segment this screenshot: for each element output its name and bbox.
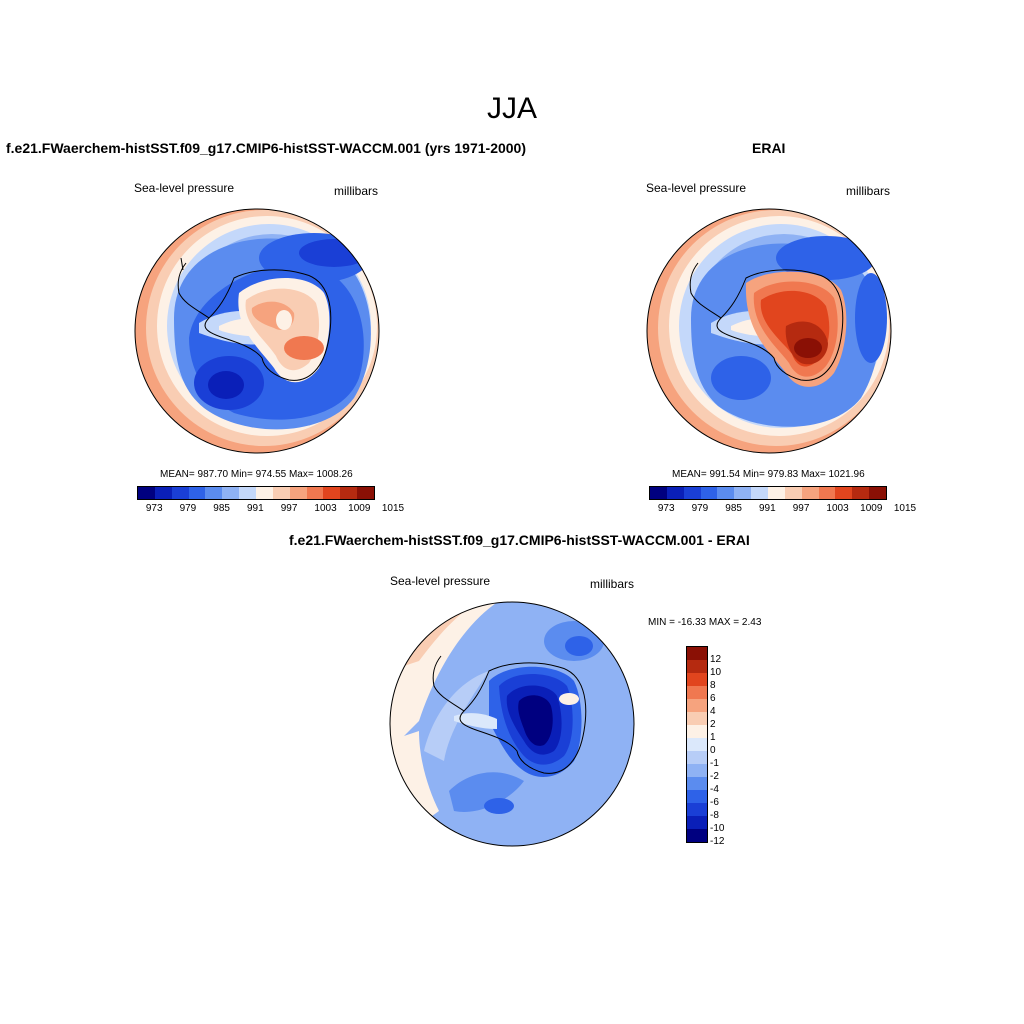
obs-colorbar-swatch: [801, 487, 819, 499]
diff-stats: MIN = -16.33 MAX = 2.43: [648, 617, 762, 628]
model-colorbar-swatch: [171, 487, 189, 499]
obs-polar-map: [646, 208, 892, 454]
diff-colorbar-swatch: [687, 751, 707, 764]
diff-units-label: millibars: [590, 577, 635, 591]
model-colorbar-swatch: [256, 487, 273, 499]
obs-colorbar-tick-label: 973: [657, 503, 675, 514]
obs-colorbar-labels: 973 979 985 991 997 1003 1009 1015: [649, 503, 916, 517]
diff-colorbar-tick-label: -8: [710, 809, 719, 821]
diff-colorbar-swatch: [687, 673, 707, 686]
obs-colorbar-swatch: [852, 487, 870, 499]
obs-colorbar-swatch: [666, 487, 684, 499]
model-colorbar-tick-label: 991: [247, 503, 264, 514]
obs-colorbar-swatch: [734, 487, 752, 499]
diff-colorbar-swatch: [687, 686, 707, 699]
obs-colorbar: [649, 486, 887, 500]
model-colorbar-swatch: [138, 487, 155, 499]
model-colorbar-swatch: [323, 487, 341, 499]
model-colorbar-tick-label: 985: [213, 503, 230, 514]
obs-colorbar-swatch: [751, 487, 769, 499]
obs-colorbar-tick-label: 985: [725, 503, 742, 514]
obs-colorbar-swatch: [869, 487, 887, 499]
model-colorbar-swatch: [239, 487, 257, 499]
diff-colorbar-tick-label: 8: [710, 679, 716, 691]
model-colorbar-tick-label: 973: [145, 503, 163, 514]
obs-colorbar-tick-label: 1015: [893, 503, 917, 514]
diff-colorbar-tick-label: -10: [710, 822, 725, 834]
obs-colorbar-tick-label: 1009: [860, 503, 883, 514]
diff-colorbar-tick-label: 4: [710, 705, 716, 717]
diff-colorbar-swatch: [687, 764, 707, 777]
obs-variable-label: Sea-level pressure: [646, 181, 747, 195]
diff-colorbar-tick-label: 2: [710, 718, 716, 730]
obs-colorbar-tick-label: 991: [759, 503, 776, 514]
obs-colorbar-swatch: [768, 487, 785, 499]
model-polar-map: [134, 208, 380, 454]
model-colorbar-tick-label: 1015: [381, 503, 405, 514]
diff-colorbar-swatch: [687, 660, 707, 673]
diff-colorbar-tick-label: -1: [710, 757, 719, 769]
model-colorbar-swatch: [306, 487, 324, 499]
model-colorbar-tick-label: 979: [179, 503, 197, 514]
diff-colorbar-tick-label: 1: [710, 731, 716, 743]
diff-polar-map: [389, 601, 635, 847]
model-colorbar-swatch: [289, 487, 307, 499]
diff-colorbar-tick-label: 0: [710, 744, 716, 756]
obs-colorbar-tick-label: 1003: [826, 503, 849, 514]
diff-colorbar: [686, 646, 708, 843]
model-colorbar-swatch: [357, 487, 375, 499]
diff-colorbar-swatch: [687, 738, 707, 751]
model-colorbar-tick-label: 997: [280, 503, 298, 514]
obs-panel-title: ERAI: [752, 140, 786, 156]
diff-colorbar-swatch: [687, 816, 707, 829]
model-colorbar-tick-label: 1009: [348, 503, 371, 514]
diff-colorbar-tick-label: -6: [710, 796, 719, 808]
diff-variable-label: Sea-level pressure: [390, 574, 491, 588]
diff-colorbar-tick-label: 10: [710, 666, 722, 678]
obs-colorbar-swatch: [717, 487, 735, 499]
diff-colorbar-tick-label: -2: [710, 770, 719, 782]
model-colorbar-tick-label: 1003: [314, 503, 337, 514]
model-colorbar-labels: 973 979 985 991 997 1003 1009 1015: [137, 503, 404, 517]
obs-colorbar-swatch: [835, 487, 853, 499]
diff-colorbar-swatch: [687, 790, 707, 803]
model-colorbar-swatch: [222, 487, 240, 499]
obs-colorbar-swatch: [683, 487, 701, 499]
diff-colorbar-tick-label: -12: [710, 835, 725, 847]
model-colorbar-swatch: [340, 487, 358, 499]
diff-colorbar-swatch: [687, 829, 707, 842]
model-variable-label: Sea-level pressure: [134, 181, 235, 195]
model-panel-title: f.e21.FWaerchem-histSST.f09_g17.CMIP6-hi…: [6, 140, 527, 156]
obs-colorbar-swatch: [784, 487, 802, 499]
diff-colorbar-labels: 12 10 8 6 4 2 1 0 -1 -2 -4 -6 -8 -10 -12: [710, 646, 750, 847]
model-colorbar-swatch: [188, 487, 206, 499]
obs-colorbar-swatch: [700, 487, 718, 499]
diff-colorbar-swatch: [687, 777, 707, 790]
diff-colorbar-swatch: [687, 699, 707, 712]
obs-units-label: millibars: [846, 184, 891, 198]
obs-colorbar-swatch: [650, 487, 667, 499]
obs-colorbar-swatch: [818, 487, 836, 499]
diff-colorbar-swatch: [687, 647, 707, 660]
diff-colorbar-tick-label: -4: [710, 783, 719, 795]
diff-colorbar-swatch: [687, 803, 707, 816]
model-colorbar-swatch: [205, 487, 223, 499]
diff-colorbar-tick-label: 6: [710, 692, 716, 704]
figure-title: JJA: [486, 92, 537, 125]
diff-colorbar-tick-label: 12: [710, 653, 722, 665]
obs-stats: MEAN= 991.54 Min= 979.83 Max= 1021.96: [672, 469, 865, 480]
obs-colorbar-tick-label: 979: [691, 503, 709, 514]
obs-colorbar-tick-label: 997: [792, 503, 810, 514]
diff-panel-title: f.e21.FWaerchem-histSST.f09_g17.CMIP6-hi…: [289, 532, 750, 548]
diff-colorbar-swatch: [687, 725, 707, 738]
model-colorbar-swatch: [272, 487, 290, 499]
model-colorbar-swatch: [154, 487, 172, 499]
model-stats: MEAN= 987.70 Min= 974.55 Max= 1008.26: [160, 469, 353, 480]
diff-colorbar-swatch: [687, 712, 707, 725]
model-colorbar: [137, 486, 375, 500]
model-units-label: millibars: [334, 184, 379, 198]
